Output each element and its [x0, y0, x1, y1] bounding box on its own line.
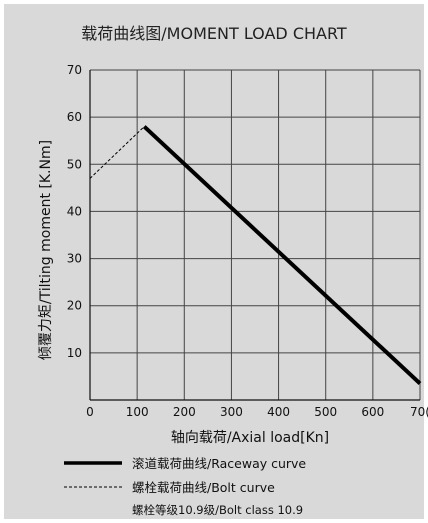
x-tick-label: 70(: [410, 405, 428, 419]
y-tick-labels: 10 20 30 40 50 60 70: [67, 63, 82, 360]
y-tick-label: 20: [67, 299, 82, 313]
x-tick-labels: 0 100 200 300 400 500 600 70(: [86, 405, 428, 419]
legend: 滚道载荷曲线/Raceway curve 螺栓载荷曲线/Bolt curve 螺…: [64, 456, 306, 517]
x-axis-label: 轴向载荷/Axial load[Kn]: [171, 430, 329, 446]
series-lines: [89, 125, 422, 385]
x-tick-label: 100: [126, 405, 149, 419]
bolt-class-note: 螺栓等级10.9级/Bolt class 10.9: [132, 503, 303, 517]
grid-lines: [89, 69, 421, 401]
y-axis-label: 倾覆力矩/Tilting moment [K.Nm]: [38, 140, 54, 360]
y-tick-label: 70: [67, 63, 82, 77]
chart-panel: [4, 4, 424, 519]
x-tick-label: 200: [173, 405, 196, 419]
y-tick-label: 60: [67, 110, 82, 124]
x-tick-label: 500: [314, 405, 337, 419]
x-tick-label: 400: [267, 405, 290, 419]
bolt-curve-line: [89, 126, 145, 179]
y-tick-label: 40: [67, 204, 82, 218]
axes: [89, 70, 420, 401]
y-tick-label: 50: [67, 157, 82, 171]
x-tick-label: 300: [220, 405, 243, 419]
y-tick-label: 30: [67, 252, 82, 266]
x-tick-label: 0: [86, 405, 94, 419]
y-tick-label: 10: [67, 346, 82, 360]
raceway-curve-line: [142, 125, 422, 385]
legend-label-bolt: 螺栓载荷曲线/Bolt curve: [132, 480, 275, 495]
legend-label-raceway: 滚道载荷曲线/Raceway curve: [132, 456, 306, 471]
chart-title: 载荷曲线图/MOMENT LOAD CHART: [81, 24, 347, 43]
x-tick-label: 600: [361, 405, 384, 419]
